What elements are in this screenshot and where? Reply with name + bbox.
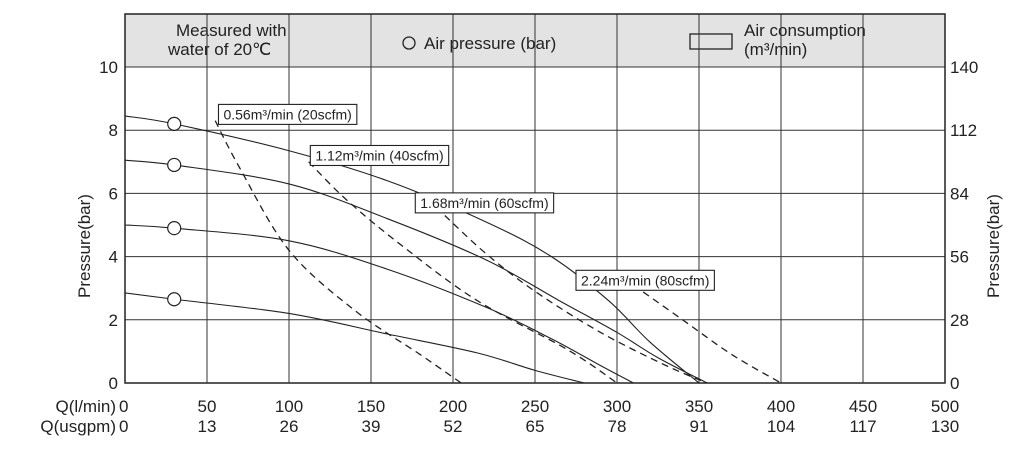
air-pressure-line-2 xyxy=(124,159,708,384)
x-axis-primary-title: Q(l/min) xyxy=(56,397,116,416)
x-primary-tick-label: 200 xyxy=(439,397,467,416)
y-axis-right-title: Pressure(bar) xyxy=(984,194,1003,298)
pressure-legend-marker xyxy=(402,36,416,50)
x-secondary-tick-label: 91 xyxy=(690,417,709,436)
air-pressure-line-1 xyxy=(124,115,700,384)
air-pressure-marker xyxy=(167,157,182,173)
consumption-label-text: 1.68m³/min (60scfm) xyxy=(420,195,548,211)
x-primary-tick-label: 500 xyxy=(931,397,959,416)
consumption-label-box xyxy=(309,144,450,167)
consumption-label-2: 1.12m³/min (40scfm) xyxy=(309,144,450,167)
y-right-tick-label: 28 xyxy=(950,311,969,330)
consumption-label-box xyxy=(414,192,555,214)
air-pressure-marker xyxy=(167,292,182,307)
air-pressure-marker xyxy=(167,221,182,236)
x-secondary-tick-label: 104 xyxy=(767,417,795,436)
consumption-label-box xyxy=(217,103,358,125)
air-pressure-line-3 xyxy=(124,224,634,384)
x-primary-tick-label: 100 xyxy=(275,397,303,416)
x-secondary-tick-label: 52 xyxy=(444,417,463,436)
y-left-tick-label: 2 xyxy=(109,311,118,330)
x-secondary-tick-label: 65 xyxy=(526,417,545,436)
y-left-tick-label: 8 xyxy=(109,121,118,140)
x-secondary-tick-label: 26 xyxy=(280,417,299,436)
y-right-tick-label: 56 xyxy=(950,248,969,267)
air-consumption-line-3 xyxy=(444,215,708,384)
air-consumption-line-2 xyxy=(308,161,618,384)
consumption-label-4: 2.24m³/min (80scfm) xyxy=(575,269,715,291)
y-right-tick-label: 140 xyxy=(950,58,978,77)
x-secondary-tick-label: 13 xyxy=(198,417,217,436)
air-pressure-marker xyxy=(167,116,182,131)
y-right-tick-label: 112 xyxy=(950,121,977,140)
y-left-tick-label: 10 xyxy=(99,58,118,77)
x-secondary-tick-label: 117 xyxy=(849,417,876,436)
consumption-legend-marker xyxy=(689,33,733,50)
air-consumption-line-1 xyxy=(214,120,462,384)
air-consumption-lines xyxy=(214,120,782,384)
y-left-tick-label: 6 xyxy=(109,184,118,203)
y-axis-left-title: Pressure(bar) xyxy=(75,194,94,298)
x-axis-secondary-title: Q(usgpm) xyxy=(40,417,116,436)
y-left-tick-label: 0 xyxy=(109,374,118,393)
y-right-tick-label: 0 xyxy=(950,374,959,393)
air-consumption-line-4 xyxy=(633,284,782,384)
consumption-legend-line2: (m³/min) xyxy=(744,40,807,59)
consumption-label-box xyxy=(575,269,715,291)
measured-note-line1: Measured with xyxy=(176,21,287,40)
x-secondary-tick-label: 130 xyxy=(931,417,959,436)
consumption-label-text: 2.24m³/min (80scfm) xyxy=(581,272,709,288)
x-primary-tick-label: 250 xyxy=(521,397,549,416)
x-secondary-tick-label: 78 xyxy=(608,417,627,436)
x-primary-tick-label: 50 xyxy=(198,397,217,416)
consumption-label-3: 1.68m³/min (60scfm) xyxy=(414,192,555,214)
x-primary-tick-label: 150 xyxy=(357,397,385,416)
consumption-annotations: 0.56m³/min (20scfm) 1.12m³/min (40scfm) 1.… xyxy=(217,103,715,291)
x-secondary-tick-label: 39 xyxy=(362,417,381,436)
x-primary-tick-label: 300 xyxy=(603,397,631,416)
air-pressure-line-4 xyxy=(124,292,585,384)
plot-frame xyxy=(124,13,946,384)
pressure-legend-label: Air pressure (bar) xyxy=(424,34,556,53)
air-pressure-lines xyxy=(124,115,708,384)
consumption-legend-line1: Air consumption xyxy=(744,21,866,40)
y-right-tick-label: 84 xyxy=(950,184,969,203)
y-left-tick-label: 4 xyxy=(109,248,118,267)
consumption-label-text: 0.56m³/min (20scfm) xyxy=(223,106,351,122)
x-primary-tick-label: 0 xyxy=(119,397,128,416)
x-secondary-tick-label: 0 xyxy=(119,417,128,436)
x-primary-tick-label: 450 xyxy=(849,397,877,416)
measured-note-line2: water of 20℃ xyxy=(167,40,271,59)
consumption-label-1: 0.56m³/min (20scfm) xyxy=(217,103,358,125)
consumption-label-text: 1.12m³/min (40scfm) xyxy=(315,147,443,163)
x-primary-tick-label: 400 xyxy=(767,397,795,416)
x-primary-tick-label: 350 xyxy=(685,397,713,416)
